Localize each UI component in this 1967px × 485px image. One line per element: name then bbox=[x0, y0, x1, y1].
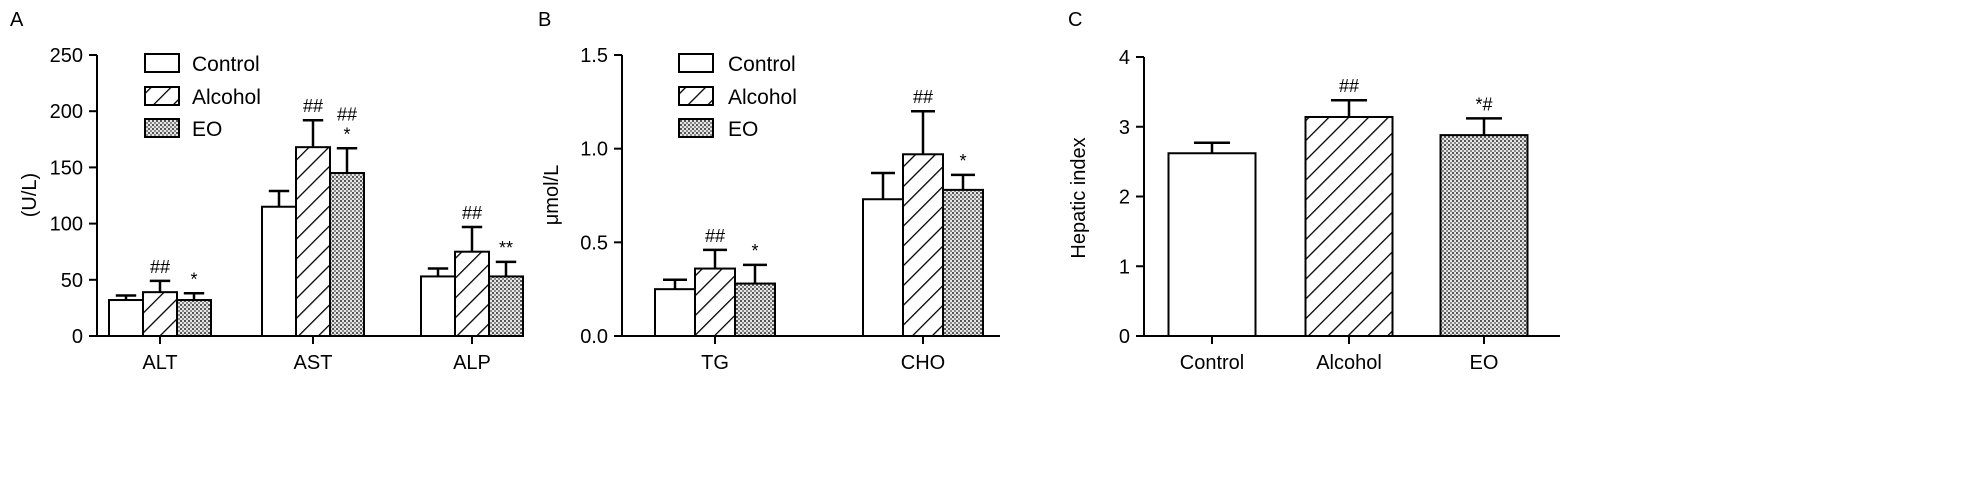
y-tick-label: 0.5 bbox=[580, 232, 608, 254]
bar-eo-cho bbox=[942, 188, 984, 337]
significance-label: * bbox=[959, 151, 966, 171]
y-tick-label: 0.0 bbox=[580, 326, 608, 348]
y-tick-label: 0 bbox=[1119, 326, 1130, 348]
significance-label: ## bbox=[705, 226, 725, 246]
legend: Control Alcohol EO bbox=[144, 53, 261, 141]
significance-label: * bbox=[190, 269, 197, 289]
x-tick-label: AST bbox=[294, 352, 333, 374]
panel-letter-B: B bbox=[538, 9, 551, 31]
significance-label: *# bbox=[1475, 94, 1492, 114]
significance-label: * bbox=[751, 241, 758, 261]
significance-label: ## bbox=[913, 87, 933, 107]
panel-letter-A: A bbox=[10, 9, 24, 31]
x-tick-label: Alcohol bbox=[1316, 352, 1382, 374]
y-tick-label: 4 bbox=[1119, 47, 1130, 69]
bar-eo-alt bbox=[176, 299, 212, 338]
bar-alcohol-tg bbox=[694, 267, 736, 337]
legend-label-control: Control bbox=[728, 53, 796, 76]
bar-control-alt bbox=[108, 299, 144, 338]
bar-control-tg bbox=[654, 288, 696, 337]
y-tick-label: 1 bbox=[1119, 256, 1130, 278]
bar-alcohol-ast bbox=[295, 146, 331, 337]
x-tick-label: ALP bbox=[453, 352, 491, 374]
bar-eo-ast bbox=[329, 172, 365, 337]
y-tick-label: 100 bbox=[50, 214, 83, 236]
x-tick-label: ALT bbox=[142, 352, 177, 374]
y-tick-label: 3 bbox=[1119, 117, 1130, 139]
legend-label-alcohol: Alcohol bbox=[728, 86, 797, 109]
significance-label: ## bbox=[462, 203, 482, 223]
legend-swatch-control bbox=[144, 53, 180, 73]
y-axis-label: (U/L) bbox=[19, 173, 41, 217]
legend-swatch-eo bbox=[144, 118, 180, 138]
x-tick-label: CHO bbox=[901, 352, 945, 374]
legend-swatch-alcohol bbox=[678, 86, 714, 106]
x-tick-label: Control bbox=[1180, 352, 1244, 374]
significance-label: ## bbox=[150, 257, 170, 277]
legend-swatch-control bbox=[678, 53, 714, 73]
y-axis-label: μmol/L bbox=[541, 165, 563, 225]
significance-label: * bbox=[343, 124, 350, 144]
bar-alcohol-alp bbox=[454, 250, 490, 337]
legend-label-control: Control bbox=[192, 53, 260, 76]
bar-eo-alp bbox=[488, 275, 524, 338]
y-tick-label: 150 bbox=[50, 157, 83, 179]
y-tick-label: 2 bbox=[1119, 187, 1130, 209]
bar-control-cho bbox=[862, 198, 904, 337]
bar-control bbox=[1167, 152, 1257, 337]
legend: Control Alcohol EO bbox=[678, 53, 797, 141]
x-tick-label: EO bbox=[1470, 352, 1499, 374]
bar-eo bbox=[1439, 134, 1529, 337]
significance-label: ** bbox=[499, 238, 513, 258]
panel-b: B 0.0 0.5 1.0 1.5 μmol/L ## * TG ## * CHO Control Alc… bbox=[538, 9, 1000, 374]
x-tick-label: TG bbox=[701, 352, 729, 374]
bar-control-alp bbox=[420, 275, 456, 338]
legend-label-eo: EO bbox=[192, 118, 222, 141]
bar-alcohol-cho bbox=[902, 153, 944, 337]
panel-c: C 0 1 2 3 4 Hepatic index Control ## Alcohol *# EO bbox=[1068, 9, 1560, 374]
y-tick-label: 200 bbox=[50, 101, 83, 123]
significance-label: ## bbox=[337, 104, 357, 124]
y-axis-label: Hepatic index bbox=[1068, 137, 1090, 258]
bar-alcohol bbox=[1304, 115, 1394, 337]
y-tick-label: 1.0 bbox=[580, 139, 608, 161]
bar-eo-tg bbox=[734, 282, 776, 337]
legend-swatch-alcohol bbox=[144, 86, 180, 106]
panel-letter-C: C bbox=[1068, 9, 1082, 31]
legend-swatch-eo bbox=[678, 118, 714, 138]
legend-label-alcohol: Alcohol bbox=[192, 86, 261, 109]
y-tick-label: 250 bbox=[50, 45, 83, 67]
significance-label: ## bbox=[303, 96, 323, 116]
legend-label-eo: EO bbox=[728, 118, 758, 141]
y-tick-label: 50 bbox=[61, 270, 83, 292]
significance-label: ## bbox=[1339, 76, 1359, 96]
y-tick-label: 1.5 bbox=[580, 45, 608, 67]
bar-alcohol-alt bbox=[142, 291, 178, 337]
bar-control-ast bbox=[261, 205, 297, 337]
y-tick-label: 0 bbox=[72, 326, 83, 348]
